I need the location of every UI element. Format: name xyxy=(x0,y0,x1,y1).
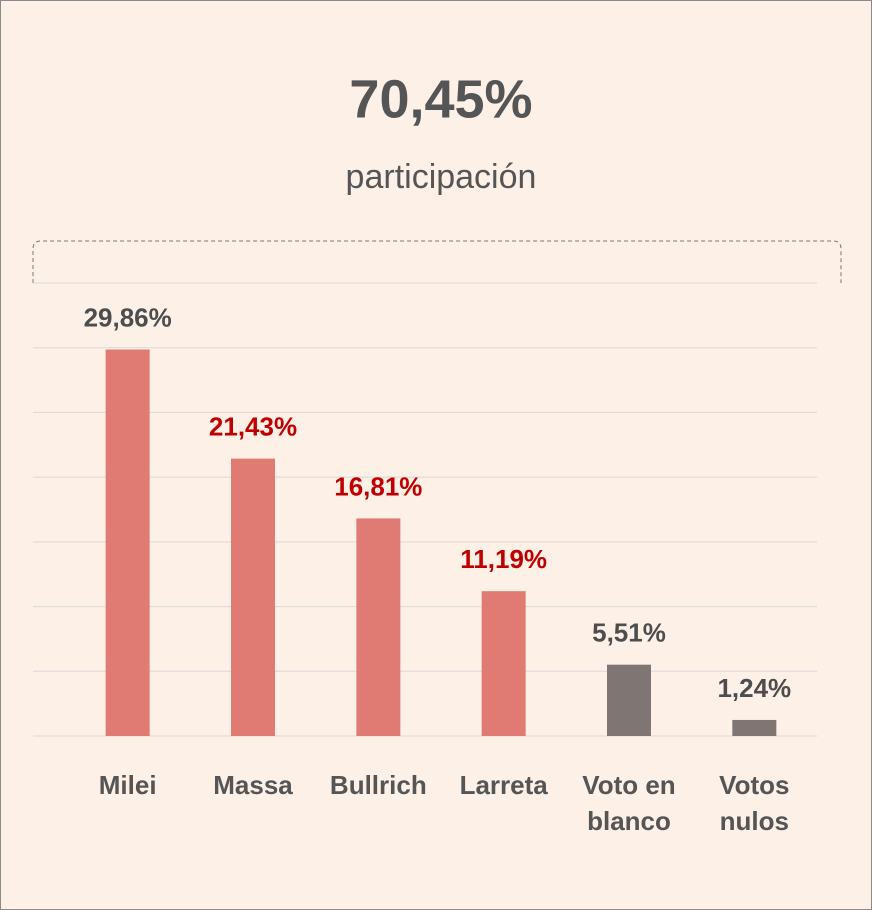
x-tick-label: Larreta xyxy=(459,770,548,800)
value-label: 5,51% xyxy=(592,618,666,648)
x-tick-label: Voto en blanco xyxy=(582,770,676,836)
bar xyxy=(231,458,275,736)
bar xyxy=(732,719,777,736)
bar xyxy=(607,664,651,736)
x-tick-label: Massa xyxy=(213,770,293,800)
bracket xyxy=(32,240,842,283)
x-tick-label: Milei xyxy=(98,770,157,800)
turnout-label: participación xyxy=(346,158,537,196)
x-tick-label: Bullrich xyxy=(329,770,427,800)
turnout-value: 70,45% xyxy=(349,69,532,129)
bar xyxy=(356,518,401,736)
bar xyxy=(481,591,526,736)
x-tick-label: Votos nulos xyxy=(719,770,790,836)
value-label: 1,24% xyxy=(717,673,791,703)
value-label: 16,81% xyxy=(334,471,422,501)
value-label: 21,43% xyxy=(209,412,297,442)
bar xyxy=(105,349,150,736)
value-label: 29,86% xyxy=(84,302,172,332)
value-label: 11,19% xyxy=(460,544,547,574)
